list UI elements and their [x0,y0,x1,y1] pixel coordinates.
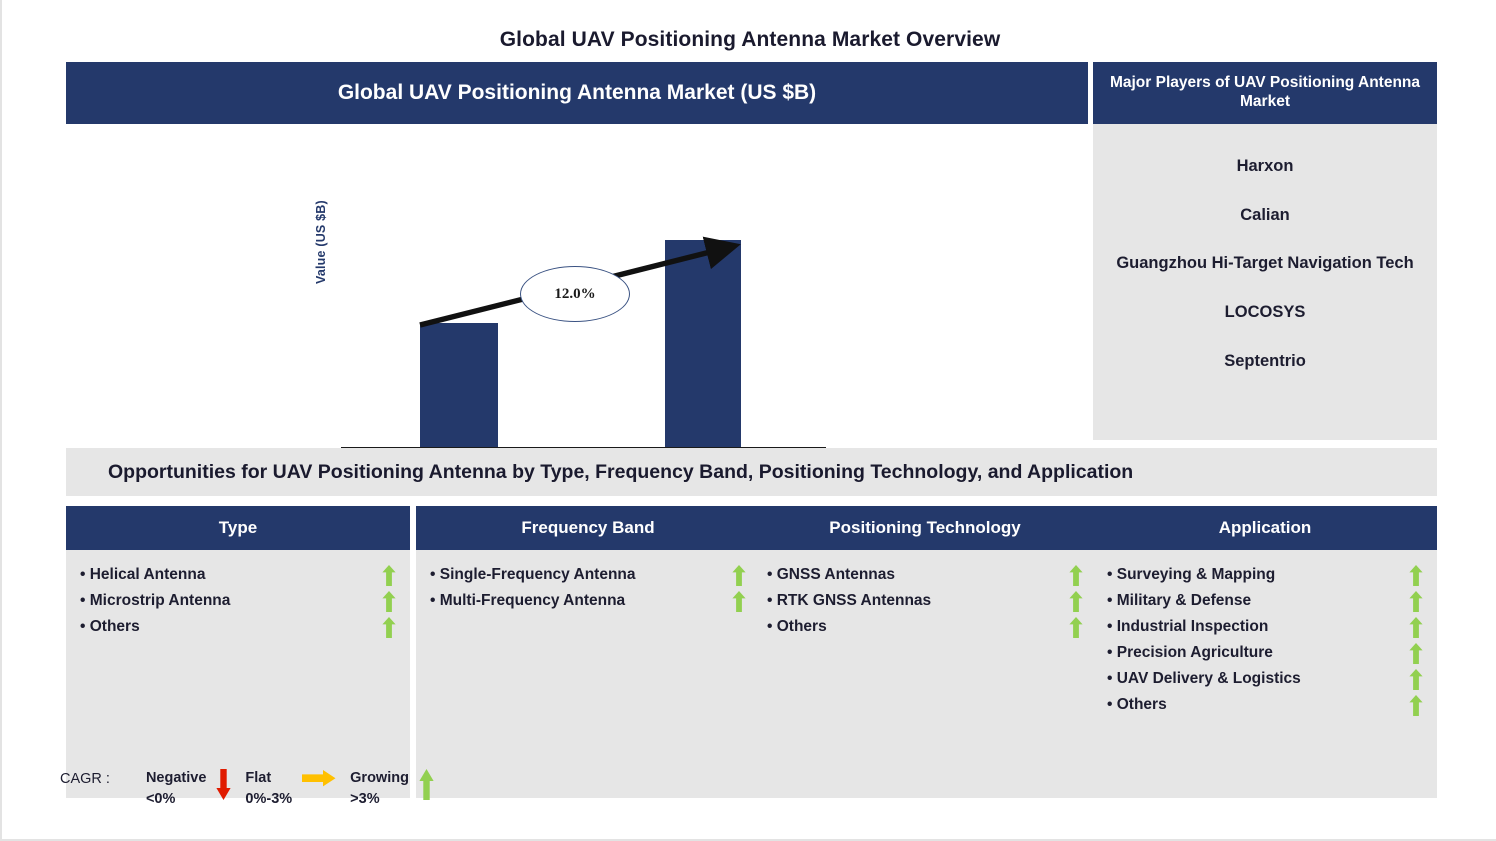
market-chart-header: Global UAV Positioning Antenna Market (U… [66,62,1088,124]
segment-item-label: • Others [767,618,827,635]
cagr-callout-bubble: 12.0% [520,266,630,322]
arrow-up-green-icon [382,616,396,638]
legend-flat-range: 0%-3% [245,791,293,808]
legend-growing-range: >3% [350,791,380,808]
arrow-up-green-icon [1409,590,1423,612]
segment-item-label: • UAV Delivery & Logistics [1107,670,1301,687]
legend-flat-text: Flat 0%-3% [245,768,292,810]
segment-item-label: • Industrial Inspection [1107,618,1269,635]
legend-negative-range: <0% [145,791,176,808]
segment-column-positioning-technology: Positioning Technology • GNSS Antennas •… [753,506,1097,798]
legend-flat-name: Flat [245,770,272,786]
arrow-up-green-icon [1409,668,1423,690]
segment-header: Application [1093,506,1437,550]
segment-header: Type [66,506,410,550]
list-item: • Precision Agriculture [1099,640,1427,666]
arrow-up-green-icon [1409,564,1423,586]
segment-item-label: • Others [80,618,140,635]
list-item: • Others [72,614,400,640]
y-axis-label: Value (US $B) [314,200,328,284]
arrow-up-green-icon [1409,642,1423,664]
list-item: • RTK GNSS Antennas [759,588,1087,614]
bar-2031 [665,240,741,447]
list-item: • Single-Frequency Antenna [422,562,750,588]
segment-item-label: • Military & Defense [1107,592,1252,609]
list-item: Calian [1240,205,1290,224]
segment-column-application: Application • Surveying & Mapping • Mili… [1093,506,1437,798]
major-players-card: Major Players of UAV Positioning Antenna… [1093,62,1437,440]
list-item: • Industrial Inspection [1099,614,1427,640]
arrow-up-green-icon [382,564,396,586]
list-item: • Microstrip Antenna [72,588,400,614]
cagr-legend-title: CAGR : [60,771,110,787]
bar-2025 [420,323,498,447]
arrow-down-red-icon [216,769,232,800]
arrow-up-green-icon [1069,590,1083,612]
list-item: • Helical Antenna [72,562,400,588]
segment-item-label: • RTK GNSS Antennas [767,592,932,609]
list-item: Septentrio [1224,351,1306,370]
market-chart-card: Global UAV Positioning Antenna Market (U… [66,62,1088,496]
segment-items: • Single-Frequency Antenna • Multi-Frequ… [416,550,760,798]
list-item: LOCOSYS [1224,302,1306,321]
segment-item-label: • Microstrip Antenna [80,592,231,609]
page-title: Global UAV Positioning Antenna Market Ov… [499,28,1001,51]
arrow-up-green-icon [1409,616,1423,638]
segment-item-label: • Multi-Frequency Antenna [430,592,626,609]
segment-header: Positioning Technology [753,506,1097,550]
arrow-up-green-icon [1409,694,1423,716]
segment-item-label: • Others [1107,696,1167,713]
arrow-up-green-icon [419,769,434,800]
segment-column-type: Type • Helical Antenna • Microstrip Ante… [66,506,410,798]
arrow-up-green-icon [1069,616,1083,638]
segment-items: • Surveying & Mapping • Military & Defen… [1093,550,1437,798]
segment-item-label: • GNSS Antennas [767,566,896,583]
market-bar-chart: Value (US $B) 2025 2031 12.0% Source : L… [66,124,1088,496]
list-item: • Others [759,614,1087,640]
legend-entry-negative: Negative <0% [146,768,241,810]
legend-entry-flat: Flat 0%-3% [245,768,346,810]
list-item: • Surveying & Mapping [1099,562,1427,588]
legend-negative-text: Negative <0% [146,768,206,810]
arrow-up-green-icon [1069,564,1083,586]
list-item: • UAV Delivery & Logistics [1099,666,1427,692]
arrow-up-green-icon [382,590,396,612]
segment-item-label: • Helical Antenna [80,566,206,583]
segment-column-frequency-band: Frequency Band • Single-Frequency Antenn… [416,506,760,798]
cagr-legend: CAGR : Negative <0% Flat 0%-3% Growing >… [60,768,448,810]
segment-header: Frequency Band [416,506,760,550]
list-item: • Multi-Frequency Antenna [422,588,750,614]
legend-entry-growing: Growing >3% [350,768,444,810]
list-item: Harxon [1236,157,1294,175]
segment-items: • Helical Antenna • Microstrip Antenna •… [66,550,410,798]
segment-item-label: • Single-Frequency Antenna [430,566,636,583]
major-players-list: Harxon Calian Guangzhou Hi-Target Naviga… [1093,124,1437,440]
list-item: • GNSS Antennas [759,562,1087,588]
legend-growing-text: Growing >3% [350,768,409,810]
major-players-header: Major Players of UAV Positioning Antenna… [1093,62,1437,124]
list-item: Guangzhou Hi-Target Navigation Tech [1116,254,1414,273]
arrow-up-green-icon [732,564,746,586]
segment-items: • GNSS Antennas • RTK GNSS Antennas • Ot… [753,550,1097,798]
legend-negative-name: Negative [145,770,207,786]
segment-item-label: • Surveying & Mapping [1107,566,1276,583]
list-item: • Others [1099,692,1427,718]
list-item: • Military & Defense [1099,588,1427,614]
opportunities-banner: Opportunities for UAV Positioning Antenn… [66,448,1437,496]
segment-item-label: • Precision Agriculture [1107,644,1273,661]
legend-growing-name: Growing [350,770,409,786]
arrow-up-green-icon [732,590,746,612]
arrow-right-yellow-icon [302,770,336,787]
